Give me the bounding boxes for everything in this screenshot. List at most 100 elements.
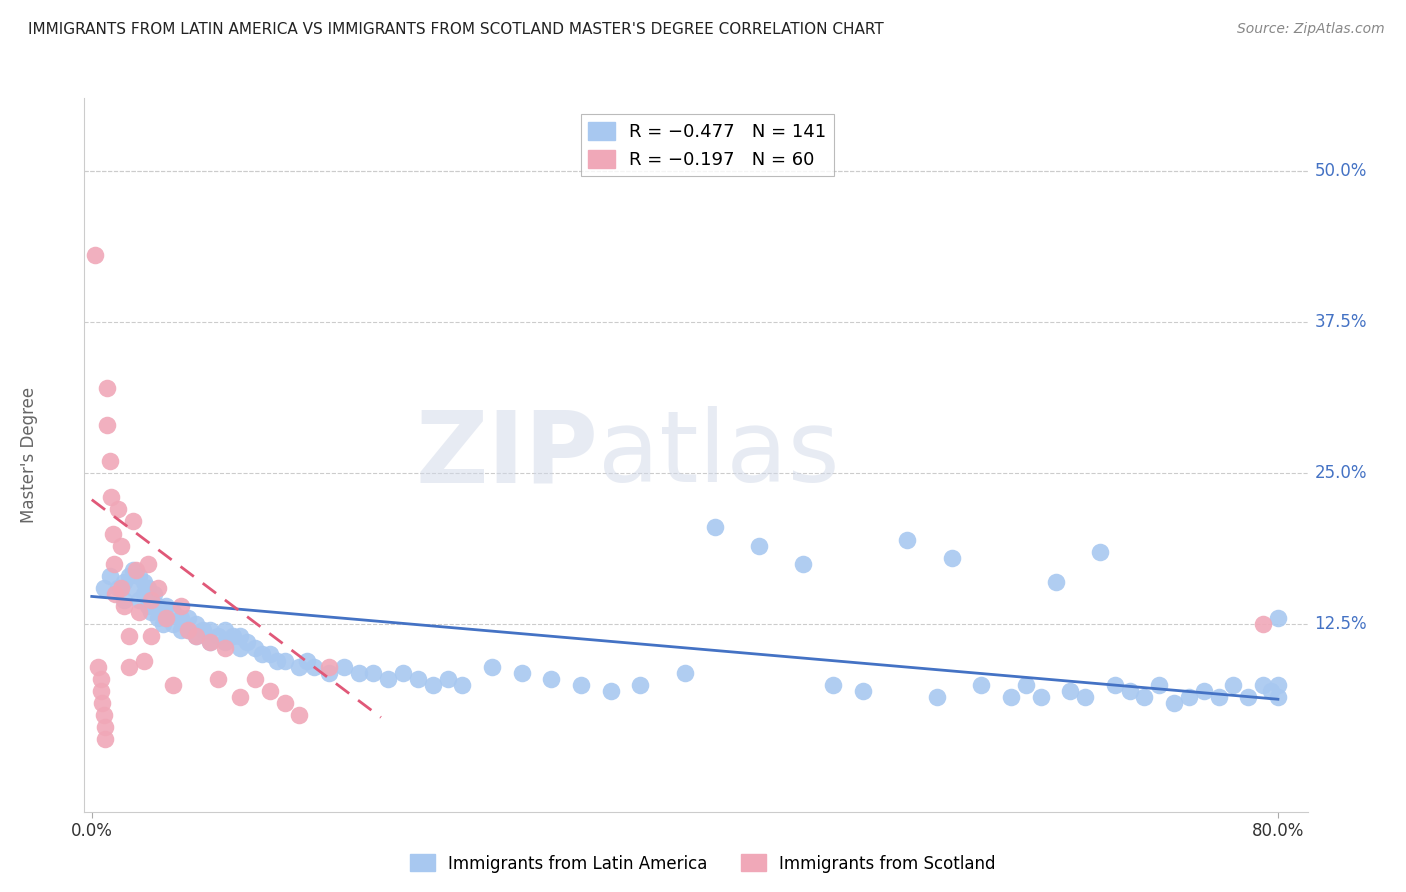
Point — [422, 678, 444, 692]
Point — [295, 654, 318, 668]
Point — [191, 624, 214, 638]
Point — [1118, 683, 1140, 698]
Point — [406, 672, 429, 686]
Point — [136, 599, 159, 613]
Point — [136, 581, 159, 595]
Point — [177, 611, 200, 625]
Legend: R = −0.477   N = 141, R = −0.197   N = 60: R = −0.477 N = 141, R = −0.197 N = 60 — [581, 114, 834, 177]
Text: 12.5%: 12.5% — [1315, 615, 1367, 633]
Point — [1267, 678, 1289, 692]
Point — [1000, 690, 1022, 704]
Point — [139, 629, 162, 643]
Point — [139, 593, 162, 607]
Point — [259, 683, 281, 698]
Point — [1149, 678, 1171, 692]
Point — [100, 490, 122, 504]
Point — [93, 708, 115, 723]
Text: ZIP: ZIP — [415, 407, 598, 503]
Point — [451, 678, 474, 692]
Point — [103, 557, 125, 571]
Point — [852, 683, 875, 698]
Point — [1104, 678, 1126, 692]
Point — [152, 605, 174, 619]
Point — [118, 659, 141, 673]
Point — [112, 599, 135, 613]
Point — [1163, 696, 1185, 710]
Point — [748, 539, 770, 553]
Point — [101, 526, 124, 541]
Point — [266, 654, 288, 668]
Point — [392, 665, 415, 680]
Point — [132, 574, 155, 589]
Point — [273, 654, 295, 668]
Point — [243, 641, 266, 656]
Point — [318, 659, 340, 673]
Point — [132, 654, 155, 668]
Point — [184, 629, 207, 643]
Point — [83, 248, 105, 262]
Point — [170, 599, 193, 613]
Text: atlas: atlas — [598, 407, 839, 503]
Point — [1251, 617, 1274, 632]
Point — [148, 599, 170, 613]
Point — [599, 683, 621, 698]
Point — [363, 665, 385, 680]
Point — [177, 624, 200, 638]
Point — [94, 732, 117, 747]
Point — [1192, 683, 1215, 698]
Point — [96, 381, 118, 395]
Point — [569, 678, 592, 692]
Point — [148, 581, 170, 595]
Point — [896, 533, 918, 547]
Point — [162, 605, 184, 619]
Point — [90, 672, 112, 686]
Point — [148, 611, 170, 625]
Point — [143, 587, 166, 601]
Point — [170, 624, 193, 638]
Point — [110, 539, 132, 553]
Point — [673, 665, 696, 680]
Point — [118, 569, 141, 583]
Point — [229, 690, 252, 704]
Point — [703, 520, 725, 534]
Point — [139, 605, 162, 619]
Point — [90, 683, 112, 698]
Point — [214, 635, 236, 649]
Point — [110, 581, 132, 595]
Point — [122, 515, 145, 529]
Point — [823, 678, 845, 692]
Point — [970, 678, 993, 692]
Point — [170, 611, 193, 625]
Text: 37.5%: 37.5% — [1315, 313, 1367, 331]
Point — [184, 617, 207, 632]
Point — [243, 672, 266, 686]
Point — [1029, 690, 1052, 704]
Point — [259, 648, 281, 662]
Point — [236, 635, 259, 649]
Point — [136, 557, 159, 571]
Point — [1267, 611, 1289, 625]
Point — [252, 648, 274, 662]
Point — [200, 624, 222, 638]
Point — [86, 659, 108, 673]
Point — [122, 563, 145, 577]
Point — [207, 672, 229, 686]
Point — [118, 629, 141, 643]
Point — [377, 672, 399, 686]
Point — [333, 659, 356, 673]
Point — [792, 557, 814, 571]
Point — [302, 659, 325, 673]
Point — [155, 611, 177, 625]
Point — [214, 641, 236, 656]
Point — [214, 624, 236, 638]
Point — [1237, 690, 1260, 704]
Text: 25.0%: 25.0% — [1315, 464, 1367, 482]
Point — [1074, 690, 1097, 704]
Point — [200, 635, 222, 649]
Point — [96, 417, 118, 432]
Point — [200, 635, 222, 649]
Point — [229, 629, 252, 643]
Point — [318, 665, 340, 680]
Point — [1059, 683, 1081, 698]
Text: IMMIGRANTS FROM LATIN AMERICA VS IMMIGRANTS FROM SCOTLAND MASTER'S DEGREE CORREL: IMMIGRANTS FROM LATIN AMERICA VS IMMIGRA… — [28, 22, 884, 37]
